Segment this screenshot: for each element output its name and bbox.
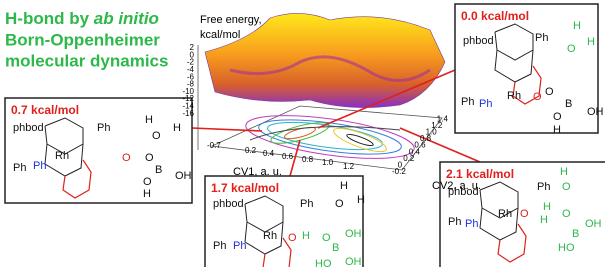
z-label: Free energy,: [200, 14, 262, 26]
atom-label: Rh: [263, 230, 277, 242]
cv1-tick-label: -0.7: [207, 141, 221, 150]
energy-label: 1.7 kcal/mol: [211, 181, 279, 195]
atom-label: H: [357, 194, 365, 206]
atom-label: H: [340, 180, 348, 192]
atom-label: O: [562, 208, 571, 220]
atom-label: H: [173, 122, 181, 134]
cv1-tick-label: 0.2: [245, 146, 257, 155]
atom-label: Ph: [448, 216, 461, 228]
atom-label: Ph: [213, 240, 226, 252]
atom-label: O: [122, 152, 131, 164]
atom-label: H: [573, 20, 581, 32]
title-line: H-bond by ab initio: [5, 9, 159, 28]
cv2-tick-label: 1.4: [437, 114, 449, 123]
atom-label: H: [540, 214, 548, 226]
atom-label: OH: [345, 256, 362, 267]
cv1-label: CV1, a. u.: [233, 166, 282, 178]
atom-label: phbod: [448, 186, 479, 198]
atom-label: OH: [587, 106, 604, 118]
atom-label: O: [533, 91, 542, 103]
atom-label: H: [587, 36, 595, 48]
atom-label: OH: [585, 218, 602, 230]
title-text: H-bond by: [5, 9, 94, 28]
atom-label: B: [332, 242, 339, 254]
atom-label: Ph: [33, 160, 46, 172]
energy-label: 0.7 kcal/mol: [11, 103, 79, 117]
atom-label: B: [155, 164, 162, 176]
atom-label: O: [288, 232, 297, 244]
atom-label: H: [302, 230, 310, 242]
cv1-tick-label: 1.0: [322, 158, 334, 167]
title-line: Born-Oppenheimer: [5, 30, 160, 49]
atom-label: Rh: [498, 208, 512, 220]
atom-label: Rh: [507, 90, 521, 102]
atom-label: Ph: [465, 218, 478, 230]
atom-label: Ph: [300, 198, 313, 210]
z-label: kcal/mol: [200, 29, 240, 41]
atom-label: O: [562, 181, 571, 193]
cv2-tick-label: 0: [398, 161, 403, 170]
atom-label: HO: [315, 258, 332, 267]
atom-label: OH: [345, 228, 362, 240]
cv1-tick-label: 0.8: [302, 155, 314, 164]
atom-label: O: [145, 152, 154, 164]
z-tick-label: -16: [182, 109, 194, 118]
figure: H-bond by ab initio Born-Oppenheimer mol…: [0, 0, 605, 267]
atom-label: O: [545, 86, 554, 98]
cv1-tick-label: 0.4: [263, 149, 275, 158]
atom-label: Ph: [97, 122, 110, 134]
atom-label: O: [152, 130, 161, 142]
atom-label: Rh: [55, 150, 69, 162]
atom-label: H: [145, 114, 153, 126]
atom-label: O: [553, 111, 562, 123]
atom-label: H: [543, 201, 551, 213]
atom-label: OH: [175, 170, 192, 182]
title-line: molecular dynamics: [5, 51, 168, 70]
atom-label: phbod: [13, 122, 44, 134]
atom-label: H: [143, 188, 151, 200]
atom-label: Ph: [233, 240, 246, 252]
atom-label: phbod: [463, 35, 494, 47]
atom-label: O: [520, 208, 529, 220]
atom-label: O: [335, 198, 344, 210]
atom-label: Ph: [461, 96, 474, 108]
atom-label: O: [143, 176, 152, 188]
cv1-tick-label: 1.2: [343, 162, 355, 171]
title-italic: ab initio: [94, 9, 159, 28]
atom-label: HO: [558, 242, 575, 254]
energy-label: 2.1 kcal/mol: [446, 167, 514, 181]
cv1-tick-label: 0.6: [282, 152, 294, 161]
atom-label: O: [322, 232, 331, 244]
atom-label: Ph: [535, 32, 548, 44]
atom-label: Ph: [479, 98, 492, 110]
atom-label: H: [553, 124, 561, 136]
energy-label: 0.0 kcal/mol: [461, 9, 529, 23]
atom-label: H: [560, 166, 568, 178]
atom-label: phbod: [213, 198, 244, 210]
energy-surface: [205, 13, 445, 107]
atom-label: Ph: [13, 162, 26, 174]
atom-label: B: [572, 228, 579, 240]
atom-label: B: [565, 98, 572, 110]
atom-label: O: [567, 43, 576, 55]
atom-label: Ph: [537, 181, 550, 193]
